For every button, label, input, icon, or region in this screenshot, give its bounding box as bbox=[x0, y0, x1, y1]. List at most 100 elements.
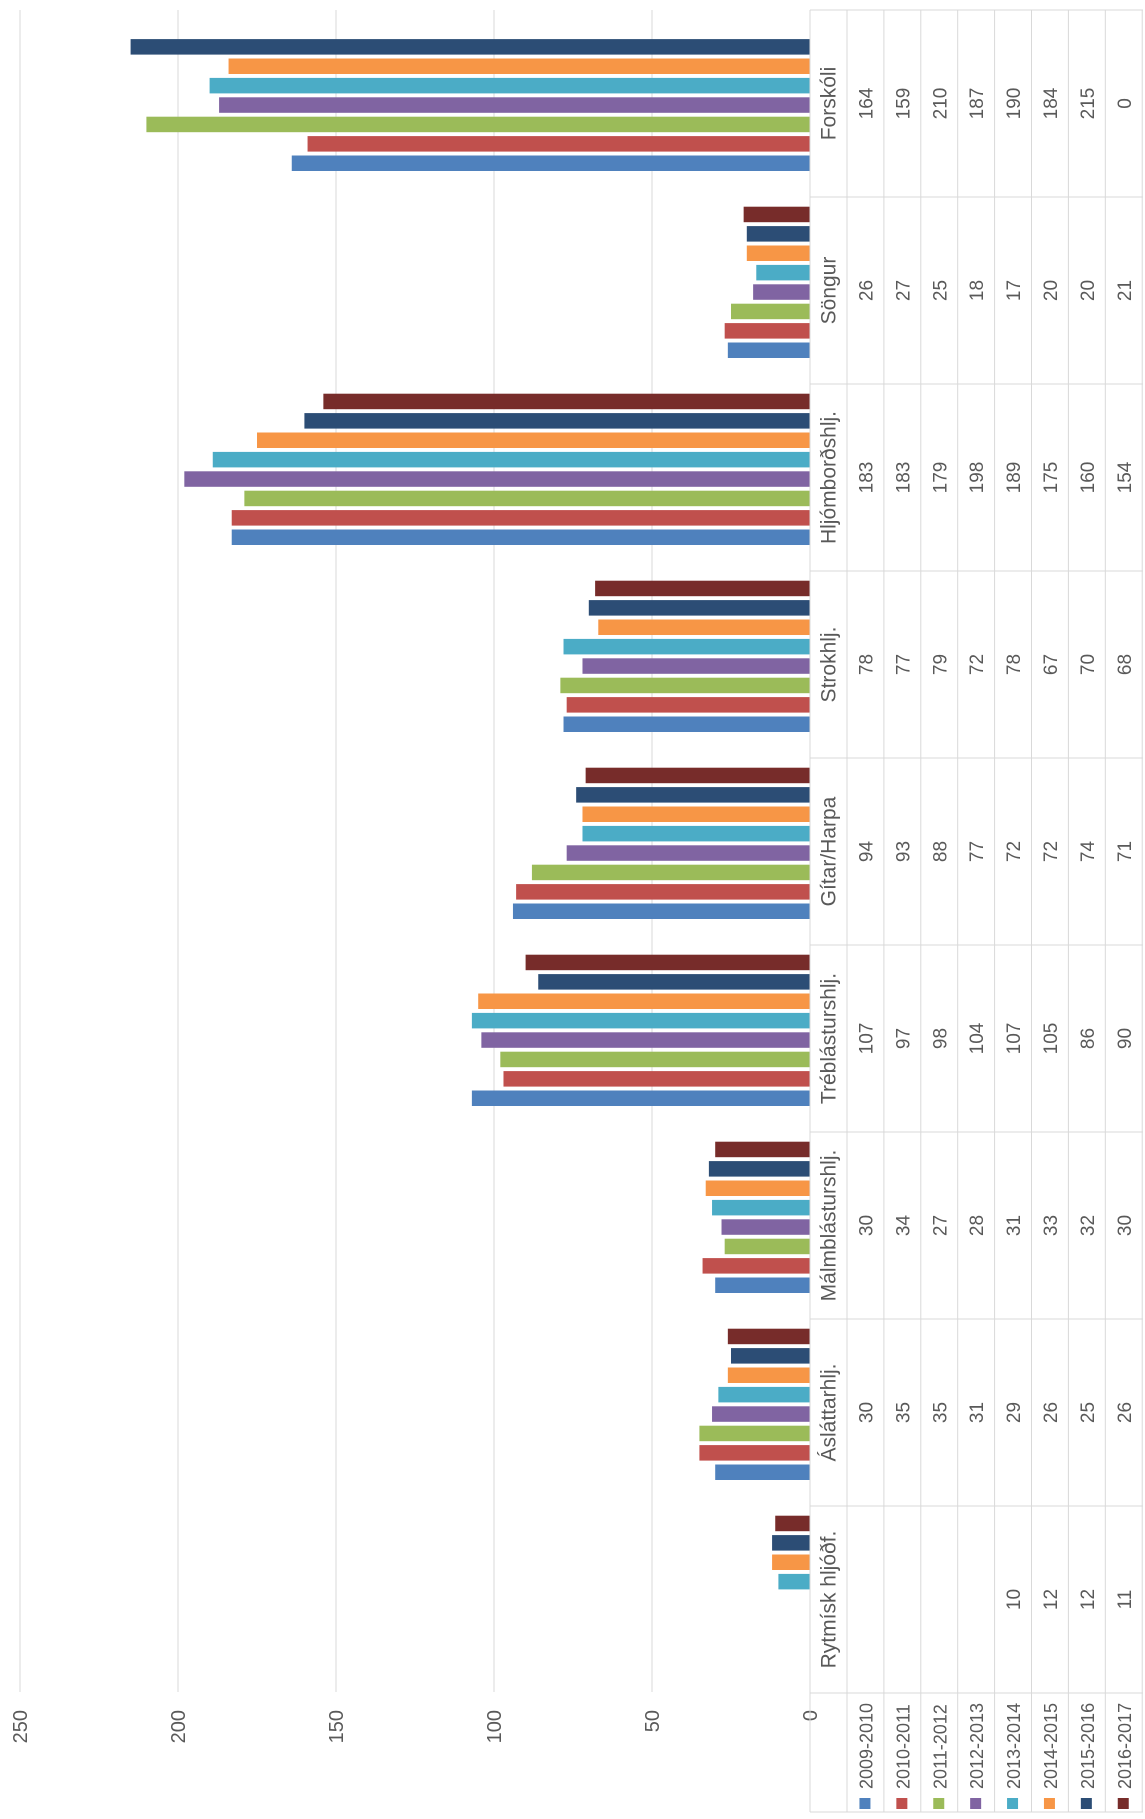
legend-label: 2015-2016 bbox=[1078, 1703, 1098, 1789]
bar bbox=[560, 677, 810, 694]
data-table-value: 183 bbox=[856, 462, 877, 494]
category-label: Tréblásturshlj. bbox=[818, 973, 841, 1104]
bar bbox=[731, 303, 810, 320]
bar bbox=[715, 1277, 810, 1293]
bar bbox=[702, 1258, 810, 1274]
bar bbox=[772, 1535, 810, 1551]
data-table-value: 184 bbox=[1041, 87, 1062, 119]
category-label: Gítar/Harpa bbox=[818, 796, 841, 906]
data-table-value: 90 bbox=[1115, 1028, 1136, 1049]
bar bbox=[228, 58, 810, 74]
bar bbox=[219, 97, 810, 113]
category-label: Rytmísk hljóðf. bbox=[818, 1531, 841, 1669]
bar bbox=[184, 471, 810, 487]
data-table-value: 154 bbox=[1115, 461, 1136, 493]
bar bbox=[582, 658, 810, 674]
data-table-value: 104 bbox=[967, 1022, 988, 1054]
data-table-value: 26 bbox=[1115, 1402, 1136, 1423]
bar bbox=[531, 864, 810, 881]
axis-tick-label: 100 bbox=[484, 1710, 506, 1743]
bar bbox=[778, 1573, 810, 1590]
bar bbox=[582, 825, 810, 842]
bar bbox=[756, 264, 810, 281]
data-table-value: 78 bbox=[856, 654, 877, 675]
bar bbox=[512, 903, 810, 919]
data-table-value: 72 bbox=[967, 654, 988, 675]
data-table-value: 31 bbox=[1004, 1215, 1025, 1236]
data-table-value: 93 bbox=[893, 841, 914, 862]
axis-tick-label: 150 bbox=[326, 1710, 348, 1743]
data-table-value: 35 bbox=[893, 1402, 914, 1423]
data-table-value: 20 bbox=[1041, 280, 1062, 301]
bar bbox=[705, 1180, 810, 1196]
data-table-value: 175 bbox=[1041, 462, 1062, 494]
bar bbox=[598, 619, 810, 635]
bar bbox=[307, 136, 810, 152]
data-table-value: 190 bbox=[1004, 88, 1025, 120]
bar bbox=[566, 697, 810, 713]
bar bbox=[304, 413, 810, 429]
data-table-value: 160 bbox=[1078, 462, 1099, 494]
legend-label: 2012-2013 bbox=[967, 1703, 987, 1789]
bar bbox=[775, 1515, 810, 1532]
bar bbox=[323, 393, 810, 410]
bar bbox=[563, 638, 810, 655]
legend-swatch bbox=[1080, 1798, 1092, 1809]
data-table-value: 72 bbox=[1041, 841, 1062, 862]
data-table-value: 18 bbox=[967, 280, 988, 301]
bar bbox=[772, 1554, 810, 1570]
legend-swatch bbox=[970, 1798, 982, 1809]
bar bbox=[712, 1199, 810, 1216]
bar bbox=[576, 787, 810, 803]
bar bbox=[291, 155, 810, 171]
legend-swatch bbox=[896, 1798, 908, 1809]
bar bbox=[481, 1032, 810, 1048]
bar bbox=[582, 806, 810, 822]
bar bbox=[718, 1386, 810, 1403]
axis-tick-label: 50 bbox=[642, 1710, 664, 1732]
legend-swatch bbox=[1043, 1798, 1055, 1809]
bar bbox=[525, 954, 810, 971]
bar bbox=[538, 974, 810, 990]
data-table-value: 28 bbox=[967, 1215, 988, 1236]
data-table-value: 98 bbox=[930, 1028, 951, 1049]
bar bbox=[727, 1328, 810, 1345]
data-table-value: 70 bbox=[1078, 654, 1099, 675]
data-table-value: 88 bbox=[930, 841, 951, 862]
data-table-value: 31 bbox=[967, 1402, 988, 1423]
bar bbox=[715, 1464, 810, 1480]
bar bbox=[588, 600, 810, 616]
bar bbox=[721, 1219, 810, 1235]
bar bbox=[257, 432, 810, 448]
bar bbox=[212, 451, 810, 468]
bar bbox=[727, 342, 810, 358]
legend-label: 2014-2015 bbox=[1041, 1703, 1061, 1789]
legend-label: 2009-2010 bbox=[856, 1703, 876, 1789]
category-label: Strokhlj. bbox=[818, 627, 841, 703]
legend-swatch bbox=[1007, 1798, 1019, 1809]
data-table-value: 35 bbox=[930, 1402, 951, 1423]
legend-swatch bbox=[1117, 1798, 1129, 1809]
data-table-value: 34 bbox=[893, 1215, 914, 1237]
bar bbox=[503, 1071, 810, 1087]
bar bbox=[746, 226, 810, 242]
bar bbox=[231, 510, 811, 526]
data-table-value: 198 bbox=[967, 462, 988, 494]
data-table-value: 210 bbox=[930, 88, 951, 120]
bar bbox=[753, 284, 810, 300]
data-table-value: 164 bbox=[856, 87, 877, 119]
category-label: Forskóli bbox=[818, 67, 841, 141]
data-table-value: 107 bbox=[856, 1023, 877, 1055]
bar bbox=[471, 1012, 810, 1029]
data-table-value: 107 bbox=[1004, 1023, 1025, 1055]
data-table-value: 29 bbox=[1004, 1402, 1025, 1423]
data-table-value: 105 bbox=[1041, 1023, 1062, 1055]
category-label: Málmblásturshlj. bbox=[818, 1150, 841, 1302]
data-table-value: 25 bbox=[930, 280, 951, 301]
data-table-value: 183 bbox=[893, 462, 914, 494]
data-table-value: 21 bbox=[1115, 280, 1136, 301]
data-table-value: 26 bbox=[856, 280, 877, 301]
data-table-value: 0 bbox=[1115, 98, 1136, 109]
data-table-value: 179 bbox=[930, 462, 951, 494]
